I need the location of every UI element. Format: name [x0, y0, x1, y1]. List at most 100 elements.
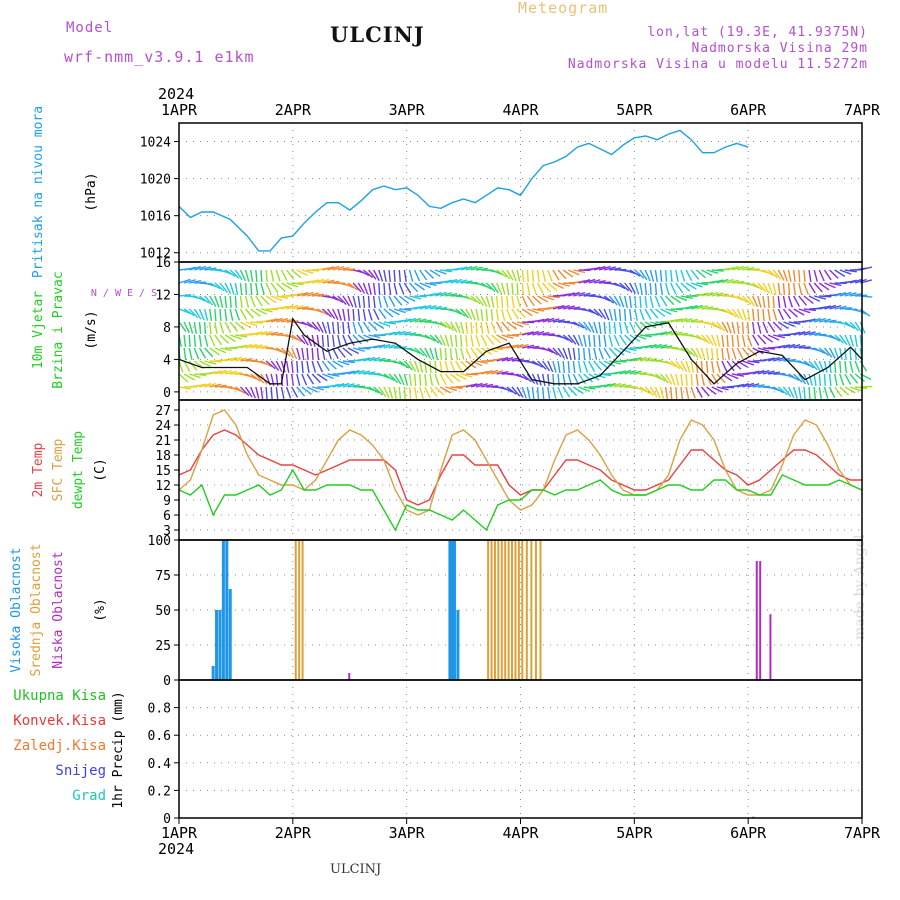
y-tick-label: 15 [155, 464, 171, 479]
wind-arrow [413, 360, 420, 373]
wind-arrow [690, 334, 703, 341]
wind-arrow [321, 334, 325, 348]
wind-arrow [424, 347, 432, 359]
wind-arrow [378, 295, 382, 308]
wind-arrow [639, 386, 651, 395]
wind-arrow [429, 360, 432, 374]
wind-arrow [358, 370, 371, 375]
wind-arrow [613, 308, 617, 321]
wind-arrow [501, 356, 514, 362]
wind-arrow [773, 356, 785, 362]
wind-arrow [532, 331, 545, 336]
wind-arrow [767, 371, 781, 375]
wind-arrow [388, 308, 400, 316]
wind-arrow [552, 347, 562, 358]
wind-arrow [757, 369, 770, 375]
wind-arrow [593, 347, 598, 360]
wind-arrow [475, 308, 480, 321]
y-tick-label: 12 [155, 479, 171, 494]
wind-arrow [434, 269, 447, 275]
wind-arrow [813, 386, 817, 400]
wind-arrow [419, 282, 432, 289]
wind-arrow [429, 269, 441, 277]
y-tick-label: 12 [155, 288, 171, 303]
wind-arrow [229, 282, 235, 295]
wind-arrow [413, 269, 421, 282]
wind-arrow [337, 382, 350, 388]
wind-arrow [393, 295, 403, 306]
wind-arrow [368, 321, 378, 331]
wind-arrow [449, 334, 454, 347]
wind-arrow [224, 357, 237, 362]
y-tick-label: 4 [163, 353, 171, 368]
wind-arrow [501, 386, 513, 393]
top-time-label: 5APR [616, 101, 653, 119]
wind-arrow [255, 330, 268, 336]
wind-arrow [188, 360, 198, 371]
wind-arrow [808, 269, 812, 282]
wind-arrow [680, 305, 693, 310]
wind-arrow [362, 269, 374, 279]
wind-arrow [531, 373, 539, 386]
wind-arrow [486, 369, 499, 375]
cloud-mid_cloud-bar [507, 540, 510, 680]
wind-arrow [198, 321, 202, 335]
wind-arrow [403, 386, 406, 400]
wind-arrow [429, 292, 442, 297]
wind-arrow [229, 334, 242, 340]
wind-arrow [373, 269, 380, 281]
wind-arrow [772, 295, 775, 309]
wind-arrow [189, 279, 202, 284]
wind-arrow [536, 373, 542, 386]
cloud-mid_cloud-bar [504, 540, 507, 680]
wind-arrow [593, 334, 596, 348]
cloud-mid_cloud-bar [511, 540, 514, 680]
wind-arrow [562, 360, 565, 374]
wind-arrow [834, 347, 840, 360]
wind-arrow [716, 321, 726, 332]
wind-arrow [521, 308, 533, 317]
wind-arrow [685, 269, 693, 282]
wind-arrow [250, 331, 263, 336]
wind-barb-field [178, 265, 873, 400]
cloud-high_cloud-bar [225, 540, 229, 680]
wind-arrow [291, 373, 295, 386]
wind-arrow [644, 321, 656, 329]
wind-arrow [255, 386, 260, 399]
wind-arrow [675, 317, 688, 323]
wind-arrow [542, 282, 551, 293]
wind-arrow [762, 308, 765, 322]
wind-arrow [511, 358, 524, 362]
wind-arrow [649, 295, 654, 308]
wind-arrow [491, 269, 503, 276]
wind-arrow [757, 282, 767, 293]
wind-arrow [613, 295, 622, 307]
wind-arrow [347, 321, 351, 334]
wind-arrow [762, 357, 775, 362]
wind-arrow [706, 269, 719, 274]
wind-arrow [286, 269, 295, 280]
wind-arrow [844, 360, 848, 373]
wind-arrow [583, 386, 596, 390]
bottom-year-label: 2024 [158, 840, 194, 858]
wind-arrow [527, 330, 540, 336]
top-year-label: 2024 [158, 85, 194, 103]
wind-arrow [813, 373, 817, 386]
precipitation-panel-frame [178, 679, 863, 819]
cloud-low_cloud-bar [759, 561, 762, 680]
y-tick-label: 24 [155, 419, 171, 434]
wind-arrow [393, 373, 402, 385]
wind-arrow [403, 269, 407, 282]
wind-arrow [475, 321, 478, 335]
wind-arrow [664, 282, 670, 295]
wind-arrow [383, 282, 386, 296]
wind-arrow [603, 266, 616, 271]
wind-arrow [455, 266, 468, 271]
wind-arrow [434, 347, 439, 360]
wind-arrow [828, 360, 832, 373]
wind-arrow [342, 295, 351, 307]
wind-arrow [239, 386, 250, 397]
wind-arrow [511, 308, 520, 320]
wind-arrow [501, 282, 506, 295]
wind-arrow [536, 282, 544, 294]
